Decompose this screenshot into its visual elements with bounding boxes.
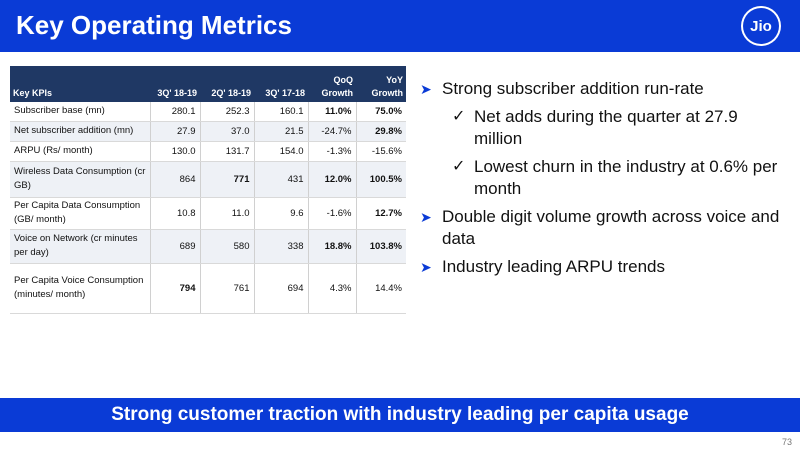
cell: 27.9 [150, 121, 201, 142]
cell: 431 [254, 161, 309, 198]
cell: 154.0 [254, 141, 309, 162]
cell: 131.7 [200, 141, 255, 162]
header-2q-1819: 2Q' 18-19 [200, 66, 254, 102]
bullet-text: Double digit volume growth across voice … [442, 207, 780, 248]
table-row: Subscriber base (mn) 280.1 252.3 160.1 1… [10, 102, 406, 122]
jio-logo-text: Jio [743, 8, 779, 44]
cell: 10.8 [150, 197, 201, 230]
header-key-kpis: Key KPIs [10, 66, 150, 102]
cell: -24.7% [308, 121, 357, 142]
bullet-item: ➤ Strong subscriber addition run-rate [420, 78, 790, 100]
cell: 12.7% [356, 197, 406, 230]
sub-bullet-text: Lowest churn in the industry at 0.6% per… [474, 157, 778, 198]
cell: 580 [200, 229, 255, 264]
page-number: 73 [781, 437, 792, 447]
arrow-bullet-icon: ➤ [420, 209, 432, 225]
arrow-bullet-icon: ➤ [420, 81, 432, 97]
cell: 4.3% [308, 263, 357, 314]
sub-bullet-item: ✓ Net adds during the quarter at 27.9 mi… [452, 106, 790, 150]
kpi-table: Key KPIs 3Q' 18-19 2Q' 18-19 3Q' 17-18 Q… [10, 66, 406, 314]
checkmark-icon: ✓ [452, 158, 466, 175]
cell: 338 [254, 229, 309, 264]
cell: 12.0% [308, 161, 357, 198]
cell: 103.8% [356, 229, 406, 264]
header-3q-1718: 3Q' 17-18 [254, 66, 308, 102]
cell: 252.3 [200, 102, 255, 122]
cell: 29.8% [356, 121, 406, 142]
row-label: Per Capita Voice Consumption (minutes/ m… [10, 263, 151, 314]
header-3q-1819: 3Q' 18-19 [150, 66, 200, 102]
cell: 18.8% [308, 229, 357, 264]
cell: 689 [150, 229, 201, 264]
cell: -1.3% [308, 141, 357, 162]
cell: 37.0 [200, 121, 255, 142]
table-row: Per Capita Data Consumption (GB/ month) … [10, 197, 406, 230]
arrow-bullet-icon: ➤ [420, 259, 432, 275]
header-qoq-growth: QoQ Growth [308, 66, 356, 102]
cell: 130.0 [150, 141, 201, 162]
cell: 160.1 [254, 102, 309, 122]
bullet-text: Strong subscriber addition run-rate [442, 79, 704, 98]
cell: 864 [150, 161, 201, 198]
row-label: Per Capita Data Consumption (GB/ month) [10, 197, 151, 230]
cell: -1.6% [308, 197, 357, 230]
header-bar: Key Operating Metrics Jio [0, 0, 800, 52]
row-label: Voice on Network (cr minutes per day) [10, 229, 151, 264]
row-label: Net subscriber addition (mn) [10, 121, 151, 142]
page-title: Key Operating Metrics [16, 10, 292, 40]
cell: 14.4% [356, 263, 406, 314]
row-label: Subscriber base (mn) [10, 102, 151, 122]
cell: 21.5 [254, 121, 309, 142]
cell: -15.6% [356, 141, 406, 162]
table-row: Net subscriber addition (mn) 27.9 37.0 2… [10, 121, 406, 142]
table-header-row: Key KPIs 3Q' 18-19 2Q' 18-19 3Q' 17-18 Q… [10, 66, 406, 102]
bullet-list: ➤ Strong subscriber addition run-rate ✓ … [420, 78, 790, 284]
table-row: Wireless Data Consumption (cr GB) 864 77… [10, 161, 406, 198]
row-label: ARPU (Rs/ month) [10, 141, 151, 162]
sub-bullet-item: ✓ Lowest churn in the industry at 0.6% p… [452, 156, 790, 200]
table-row: Voice on Network (cr minutes per day) 68… [10, 229, 406, 264]
cell: 75.0% [356, 102, 406, 122]
table-row: ARPU (Rs/ month) 130.0 131.7 154.0 -1.3%… [10, 141, 406, 162]
jio-logo: Jio [741, 6, 781, 46]
bullet-text: Industry leading ARPU trends [442, 257, 666, 276]
cell: 11.0 [200, 197, 255, 230]
cell: 11.0% [308, 102, 357, 122]
cell: 9.6 [254, 197, 309, 230]
cell: 761 [200, 263, 255, 314]
sub-bullet-text: Net adds during the quarter at 27.9 mill… [474, 107, 738, 148]
bullet-item: ➤ Double digit volume growth across voic… [420, 206, 790, 250]
bullet-item: ➤ Industry leading ARPU trends [420, 256, 790, 278]
header-yoy-growth: YoY Growth [356, 66, 406, 102]
cell: 694 [254, 263, 309, 314]
table-row: Per Capita Voice Consumption (minutes/ m… [10, 263, 406, 314]
checkmark-icon: ✓ [452, 108, 466, 125]
cell: 794 [150, 263, 201, 314]
cell: 280.1 [150, 102, 201, 122]
footer-banner: Strong customer traction with industry l… [0, 398, 800, 432]
cell: 771 [200, 161, 255, 198]
row-label: Wireless Data Consumption (cr GB) [10, 161, 151, 198]
cell: 100.5% [356, 161, 406, 198]
